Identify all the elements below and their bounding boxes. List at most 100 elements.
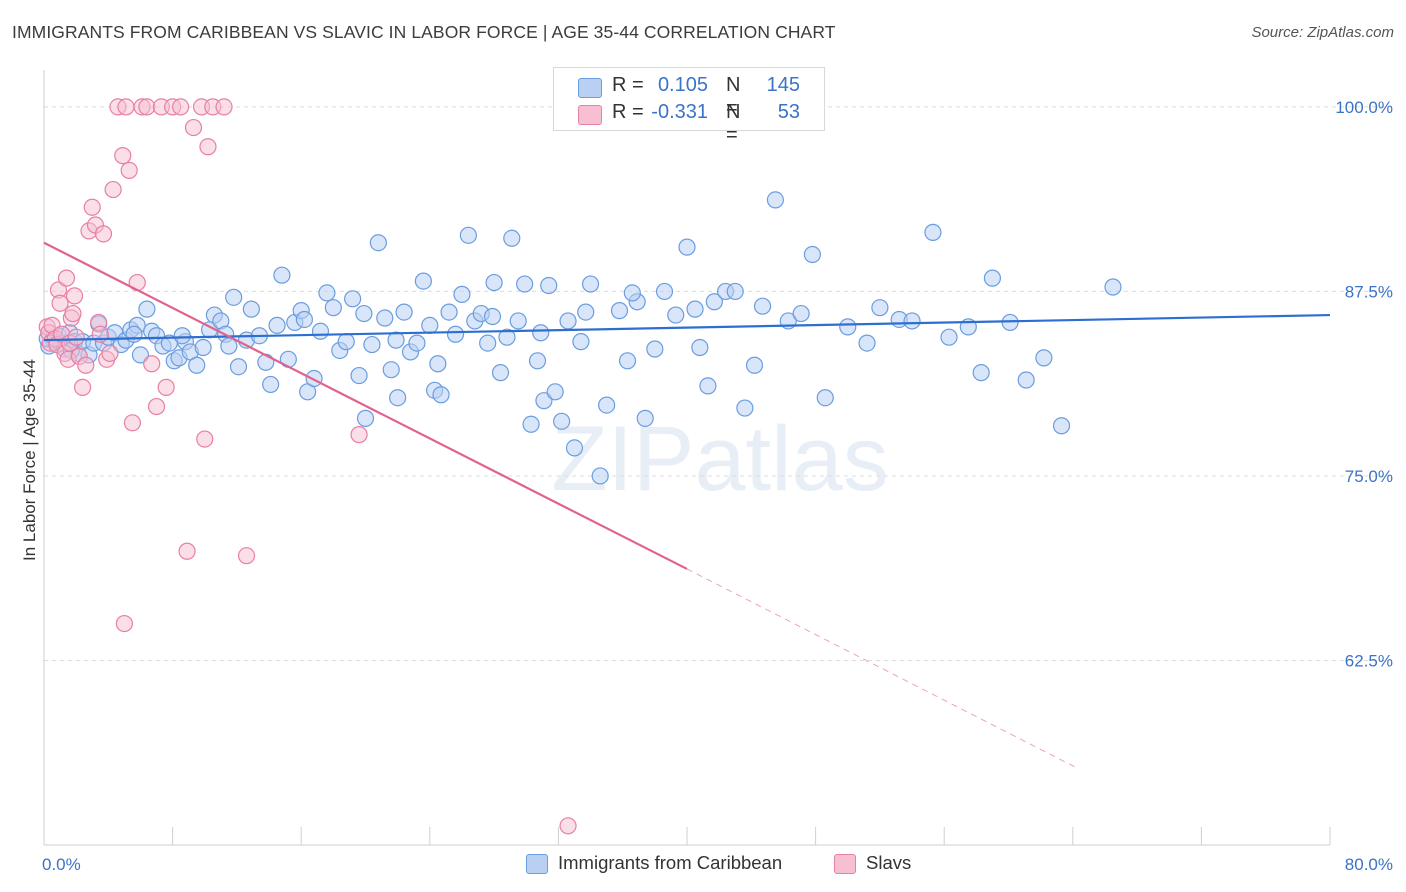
data-point-caribbean — [903, 312, 921, 330]
data-point-caribbean — [173, 327, 191, 345]
data-point-caribbean — [559, 312, 577, 330]
data-point-slavs — [77, 356, 95, 374]
data-point-caribbean — [522, 415, 540, 433]
data-point-caribbean — [535, 392, 553, 410]
data-point-slavs — [114, 147, 132, 165]
data-point-caribbean — [257, 353, 275, 371]
data-point-caribbean — [726, 282, 744, 301]
watermark: ZIPatlas — [551, 408, 888, 510]
data-point-caribbean — [667, 306, 685, 324]
series-slavs-points — [38, 98, 577, 835]
data-point-caribbean — [363, 335, 381, 354]
data-point-caribbean — [295, 310, 314, 329]
data-point-slavs — [172, 98, 190, 116]
data-point-caribbean — [528, 352, 547, 370]
data-point-caribbean — [598, 396, 616, 414]
chart-title: IMMIGRANTS FROM CARIBBEAN VS SLAVIC IN L… — [12, 22, 836, 42]
data-point-caribbean — [356, 409, 375, 427]
data-point-caribbean — [983, 269, 1002, 287]
data-point-caribbean — [459, 226, 477, 244]
y-tick-label: 62.5% — [1345, 651, 1393, 670]
data-point-caribbean — [194, 338, 212, 357]
data-point-caribbean — [581, 275, 600, 293]
data-point-caribbean — [532, 324, 550, 342]
trend-line-caribbean — [43, 313, 1331, 342]
data-point-caribbean — [940, 328, 958, 346]
data-point-caribbean — [546, 383, 564, 401]
data-point-caribbean — [446, 325, 465, 343]
trend-line-slavs — [43, 241, 688, 570]
data-point-caribbean — [432, 386, 450, 404]
data-point-slavs — [73, 378, 92, 396]
data-point-caribbean — [429, 355, 447, 373]
data-point-caribbean — [225, 288, 243, 306]
data-point-caribbean — [382, 361, 400, 379]
data-point-caribbean — [498, 328, 516, 346]
data-point-caribbean — [858, 334, 876, 352]
trend-line-slavs-extension — [686, 568, 1078, 769]
data-point-caribbean — [699, 377, 717, 395]
data-point-caribbean — [131, 346, 150, 364]
legend-n-label: N = — [726, 101, 741, 146]
data-point-caribbean — [344, 290, 362, 308]
legend-r-label: R = — [612, 74, 644, 96]
data-point-caribbean — [972, 364, 990, 382]
data-point-caribbean — [553, 412, 571, 430]
data-point-caribbean — [516, 275, 534, 293]
data-point-caribbean — [337, 333, 355, 351]
data-point-caribbean — [736, 399, 754, 417]
data-point-caribbean — [540, 276, 558, 295]
data-point-slavs — [67, 328, 85, 346]
data-point-slavs — [196, 430, 214, 448]
data-point-caribbean — [871, 299, 889, 317]
source-label: Source: ZipAtlas.com — [1251, 24, 1394, 41]
data-point-slavs — [350, 426, 368, 444]
data-point-caribbean — [408, 334, 426, 352]
data-point-caribbean — [125, 325, 143, 343]
legend-label-slavs: Slavs — [866, 852, 912, 873]
data-point-slavs — [178, 542, 196, 560]
data-point-slavs — [157, 378, 175, 396]
data-point-slavs — [184, 118, 203, 137]
data-point-caribbean — [387, 331, 405, 349]
data-point-caribbean — [242, 300, 260, 318]
data-point-caribbean — [591, 467, 609, 485]
data-point-slavs — [83, 198, 101, 216]
data-point-caribbean — [646, 340, 664, 358]
x-tick-label: 0.0% — [42, 855, 81, 874]
data-point-caribbean — [376, 309, 394, 327]
data-point-slavs — [143, 355, 161, 373]
legend-r-value: 0.105 — [657, 74, 708, 96]
data-point-caribbean — [138, 300, 156, 318]
legend-swatch-pink — [834, 854, 856, 874]
data-point-caribbean — [440, 303, 458, 321]
data-point-caribbean — [453, 285, 471, 303]
data-point-slavs — [559, 817, 577, 835]
data-point-caribbean — [678, 238, 696, 256]
x-tick-label: 80.0% — [1345, 855, 1393, 874]
data-point-slavs — [51, 294, 69, 312]
legend-n-value: 145 — [766, 74, 800, 96]
y-tick-label: 75.0% — [1345, 467, 1393, 486]
data-point-caribbean — [1035, 349, 1053, 367]
data-point-slavs — [65, 287, 84, 305]
data-point-caribbean — [350, 366, 368, 385]
data-point-caribbean — [503, 229, 521, 247]
data-point-slavs — [64, 304, 82, 323]
data-point-caribbean — [1052, 417, 1071, 435]
data-point-caribbean — [691, 338, 709, 357]
data-point-slavs — [57, 269, 76, 287]
data-point-slavs — [138, 98, 156, 116]
y-tick-label: 87.5% — [1345, 282, 1393, 301]
data-point-caribbean — [324, 299, 342, 317]
data-point-caribbean — [229, 358, 248, 376]
data-point-slavs — [147, 397, 166, 416]
legend-swatch-pink — [578, 105, 602, 125]
data-point-caribbean — [273, 266, 291, 284]
data-point-slavs — [120, 161, 138, 179]
data-point-caribbean — [421, 316, 439, 334]
data-point-caribbean — [188, 356, 206, 374]
data-point-caribbean — [389, 389, 407, 407]
data-point-slavs — [215, 98, 233, 116]
data-point-slavs — [104, 180, 122, 199]
